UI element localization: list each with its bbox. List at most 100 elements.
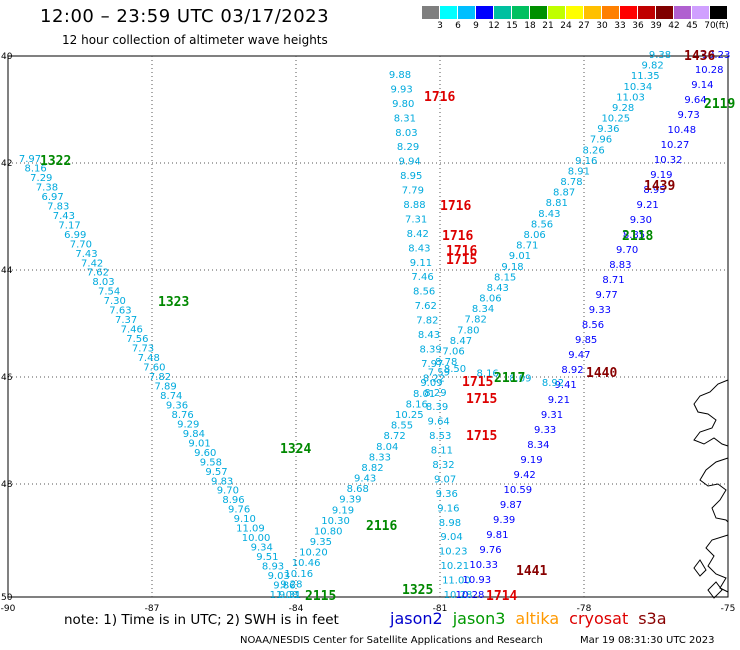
legend-value: 15 bbox=[506, 21, 518, 31]
wave-height-value: 10.23 bbox=[702, 50, 731, 61]
wave-height-value: 8.09 bbox=[509, 373, 531, 384]
wave-height-value: 8.81 bbox=[546, 198, 568, 209]
altimeter-track: 9.88 9.93 9.80 8.31 8.03 8.29 9.94 8.95 7.79 8.88… bbox=[389, 70, 472, 601]
wave-height-value: 7.43 bbox=[53, 211, 75, 222]
legend-value: 27 bbox=[578, 21, 590, 31]
legend-swatch bbox=[512, 6, 530, 19]
legend-value: 6 bbox=[455, 21, 461, 31]
wave-height-value: 9.51 bbox=[256, 552, 278, 563]
pass-time-labels: 1322 1323 1324 1325 2115 2116 2117 2118 2119 1716… bbox=[40, 49, 735, 604]
wave-height-value: 10.34 bbox=[624, 82, 653, 93]
wave-height-value: 7.83 bbox=[47, 201, 69, 212]
wave-height-value: 9.11 bbox=[410, 258, 432, 269]
wave-height-value: 11.00 bbox=[442, 576, 471, 587]
wave-height-value: 10.80 bbox=[314, 526, 343, 537]
altimeter-track: 8.50 8.16 8.09 8.92 bbox=[444, 364, 564, 389]
wave-height-value: 9.07 bbox=[434, 474, 456, 485]
wave-height-value: 8.85 bbox=[623, 230, 645, 241]
axis-labels: 40 42 44 46 48 50-90 -87 -84 -81 -78 -75 bbox=[1, 52, 736, 614]
wave-height-value: 8.16 bbox=[477, 369, 499, 380]
wave-height-value: 9.87 bbox=[500, 500, 522, 511]
wave-height-value: 9.70 bbox=[217, 486, 239, 497]
coastline-segment bbox=[705, 534, 729, 593]
wave-height-value: 8.55 bbox=[391, 421, 413, 432]
pass-time-label: 1716 bbox=[440, 199, 471, 214]
wave-height-value: 7.89 bbox=[155, 381, 177, 392]
wave-height-value: 7.73 bbox=[132, 344, 154, 355]
legend-swatch bbox=[710, 6, 728, 19]
wave-height-value: 9.09 bbox=[420, 378, 442, 389]
wave-height-value: 9.42 bbox=[514, 470, 536, 481]
wave-height-value: 9.39 bbox=[339, 495, 361, 506]
legend-value: 21 bbox=[542, 21, 554, 31]
wave-height-value: 9.31 bbox=[279, 590, 301, 601]
wave-height-value: 10.30 bbox=[321, 516, 350, 527]
pass-time-label: 1716 bbox=[442, 229, 473, 244]
longitude-tick-label: -87 bbox=[145, 604, 160, 614]
coastline bbox=[693, 379, 729, 599]
wave-height-value: 10.25 bbox=[395, 410, 424, 421]
color-legend: 3 6 9 12 15 18 21 24 27 30 33 36 39 42 45 70 (ft) bbox=[422, 6, 729, 36]
wave-height-value: 10.25 bbox=[601, 114, 630, 125]
wave-height-value: 7.62 bbox=[415, 301, 437, 312]
wave-height-value: 9.28 bbox=[612, 103, 634, 114]
wave-height-value: 7.60 bbox=[143, 363, 165, 374]
wave-height-value: 8.06 bbox=[479, 294, 501, 305]
footnote: note: 1) Time is in UTC; 2) SWH is in fe… bbox=[64, 612, 339, 628]
legend-swatch bbox=[638, 6, 656, 19]
satellite-name: jason3 bbox=[452, 609, 506, 628]
wave-height-value: 8.03 bbox=[395, 128, 417, 139]
pass-time-label: 1714 bbox=[486, 589, 517, 604]
wave-height-value: 8.47 bbox=[450, 336, 472, 347]
wave-height-value: 7.59 bbox=[428, 368, 450, 379]
wave-height-value: 8.33 bbox=[369, 452, 391, 463]
pass-time-label: 1322 bbox=[40, 154, 71, 169]
legend-value: 18 bbox=[524, 21, 536, 31]
wave-height-value: 9.01 bbox=[509, 251, 531, 262]
wave-height-value: 10.23 bbox=[439, 547, 468, 558]
wave-height-value: 8.87 bbox=[553, 188, 575, 199]
wave-height-value: 7.29 bbox=[30, 173, 52, 184]
wave-height-value: 8.50 bbox=[444, 364, 466, 375]
wave-height-value: 9.29 bbox=[177, 419, 199, 430]
wave-height-value: 9.64 bbox=[428, 417, 450, 428]
legend-swatch bbox=[620, 6, 638, 19]
wave-height-value: 7.82 bbox=[465, 315, 487, 326]
longitude-tick-label: -75 bbox=[721, 604, 736, 614]
wave-height-value: 7.42 bbox=[81, 258, 103, 269]
wave-height-value: 10.20 bbox=[299, 548, 328, 559]
wave-height-value: 6.97 bbox=[41, 192, 63, 203]
wave-height-value: 10.27 bbox=[661, 140, 690, 151]
satellite-name: cryosat bbox=[569, 609, 629, 628]
wave-height-value: 9.10 bbox=[234, 514, 256, 525]
wave-height-value: 8.29 bbox=[397, 142, 419, 153]
wave-height-value: 8.43 bbox=[408, 243, 430, 254]
legend-value: 39 bbox=[650, 21, 662, 31]
wave-height-value: 10.33 bbox=[469, 560, 498, 571]
wave-height-value: 8.26 bbox=[583, 145, 605, 156]
wave-height-value: 9.80 bbox=[392, 99, 414, 110]
wave-height-value: 9.82 bbox=[641, 61, 663, 72]
latitude-tick-label: 40 bbox=[1, 52, 13, 62]
wave-height-value: 7.82 bbox=[416, 316, 438, 327]
wave-height-value: 7.46 bbox=[411, 272, 433, 283]
wave-height-value: 9.93 bbox=[390, 84, 412, 95]
wave-height-value: 8.88 bbox=[403, 200, 425, 211]
latitude-tick-label: 44 bbox=[1, 266, 13, 276]
legend-swatch bbox=[458, 6, 476, 19]
wave-height-value: 8.56 bbox=[413, 287, 435, 298]
wave-height-value: 8.22 bbox=[423, 373, 445, 384]
wave-height-value: 7.37 bbox=[115, 315, 137, 326]
wave-height-value: 9.76 bbox=[228, 505, 250, 516]
legend-value: 70 bbox=[704, 21, 716, 31]
wave-height-value: 9.94 bbox=[399, 157, 421, 168]
wave-height-value: 8.32 bbox=[432, 460, 454, 471]
wave-height-value: 9.88 bbox=[389, 70, 411, 81]
wave-height-value: 8.53 bbox=[429, 431, 451, 442]
wave-height-value: 7.62 bbox=[87, 268, 109, 279]
wave-height-value: 9.21 bbox=[637, 200, 659, 211]
wave-height-value: 9.30 bbox=[630, 215, 652, 226]
wave-height-value: 9.19 bbox=[650, 170, 672, 181]
wave-height-value: 9.19 bbox=[332, 505, 354, 516]
